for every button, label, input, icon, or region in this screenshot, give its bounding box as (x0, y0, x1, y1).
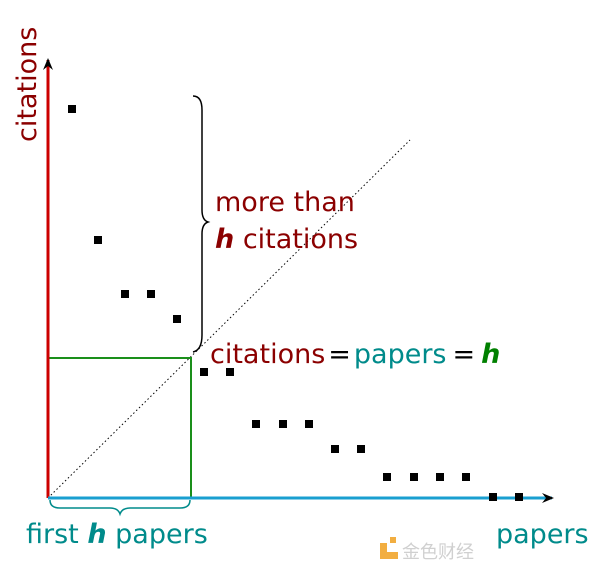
data-point (462, 473, 470, 481)
data-point (410, 473, 418, 481)
data-point (357, 445, 365, 453)
data-point (173, 315, 181, 323)
data-point (279, 420, 287, 428)
h-symbol: h (215, 224, 234, 255)
first-h-papers-label: first h papers (26, 519, 208, 550)
data-point (515, 493, 523, 501)
data-point (226, 368, 234, 376)
data-point (331, 445, 339, 453)
data-point (68, 105, 76, 113)
data-point (147, 290, 155, 298)
y-axis-label: citations (12, 27, 43, 142)
data-point (383, 473, 391, 481)
brace-label-line2: h citations (215, 224, 358, 255)
data-point (200, 368, 208, 376)
data-point (436, 473, 444, 481)
brace-first-h (49, 499, 191, 517)
data-point (305, 420, 313, 428)
equation: citations = papers = h (210, 339, 500, 370)
x-axis-label: papers (496, 519, 589, 550)
brace-more-than-h (192, 95, 211, 353)
watermark-text: 金色财经 (402, 542, 474, 563)
data-point (121, 290, 129, 298)
data-point (252, 420, 260, 428)
h-box (48, 357, 192, 498)
data-point (94, 236, 102, 244)
brace-label-line1: more than (215, 187, 355, 218)
diagonal-line (47, 139, 411, 499)
watermark-logo: 金色财经 (380, 537, 474, 563)
data-points (68, 105, 523, 501)
data-point (489, 493, 497, 501)
